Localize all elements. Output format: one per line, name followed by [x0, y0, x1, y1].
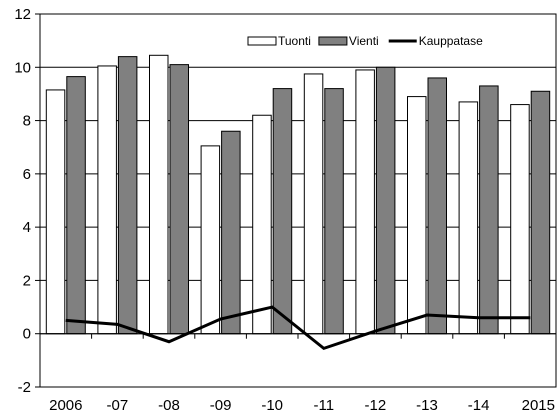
y-tick-label: 0 — [23, 326, 31, 343]
bar-tuonti-4 — [252, 114, 272, 335]
x-tick-label: -08 — [158, 397, 180, 414]
x-tick-label: -13 — [416, 397, 438, 414]
line-kauppatase — [65, 305, 531, 351]
y-tick-labels: -2 0 2 4 6 8 10 12 — [14, 6, 31, 396]
balance-line — [65, 305, 531, 351]
x-tick-label: -10 — [261, 397, 283, 414]
bar-vienti-6 — [375, 66, 396, 335]
x-tick-label: -12 — [365, 397, 387, 414]
bar-tuonti-3 — [200, 145, 221, 335]
bar-vienti-2 — [169, 64, 189, 335]
x-tick-label: -11 — [314, 397, 335, 414]
plot-frame — [39, 13, 557, 388]
bars — [45, 54, 551, 335]
bar-vienti-8 — [479, 85, 499, 335]
x-tick-labels: 2006 -07 -08 -09 -10 -11 -12 -13 -14 2015 — [49, 397, 555, 414]
bar-tuonti-1 — [97, 65, 117, 335]
x-tick-label: 2006 — [49, 397, 82, 414]
legend-swatch-tuonti — [247, 36, 277, 46]
legend-label-tuonti: Tuonti — [278, 34, 311, 48]
bar-tuonti-7 — [407, 96, 427, 335]
bar-tuonti-9 — [510, 104, 530, 335]
zero-line — [39, 333, 557, 339]
axes — [35, 13, 557, 388]
bar-vienti-7 — [427, 77, 447, 335]
x-tick-label: -07 — [107, 397, 129, 414]
bar-tuonti-0 — [45, 89, 66, 335]
y-tick-label: 2 — [23, 272, 31, 289]
bar-tuonti-5 — [303, 73, 324, 335]
bar-vienti-0 — [66, 76, 86, 335]
bar-tuonti-6 — [355, 69, 375, 335]
x-tick-label: -14 — [468, 397, 490, 414]
legend-label-vienti: Vienti — [349, 34, 379, 48]
y-tick-label: 8 — [23, 113, 31, 130]
grid-lines — [40, 13, 556, 281]
x-tick-label: 2015 — [522, 397, 555, 414]
legend-label-kauppatase: Kauppatase — [419, 34, 483, 48]
bar-vienti-4 — [272, 88, 293, 335]
bar-vienti-9 — [530, 90, 551, 335]
y-tick-label: 6 — [23, 166, 31, 183]
x-tick-label: -09 — [210, 397, 232, 414]
legend: Tuonti Vienti Kauppatase — [247, 34, 483, 48]
y-tick-label: 4 — [23, 219, 31, 236]
y-tick-label: 12 — [14, 6, 31, 23]
bar-vienti-1 — [117, 56, 138, 335]
bar-vienti-5 — [324, 88, 344, 335]
bar-vienti-3 — [221, 130, 241, 335]
bar-tuonti-2 — [149, 54, 169, 335]
y-tick-label: -2 — [18, 379, 31, 396]
bar-tuonti-8 — [458, 101, 479, 335]
legend-swatch-vienti — [318, 36, 348, 46]
y-tick-label: 10 — [14, 59, 31, 76]
